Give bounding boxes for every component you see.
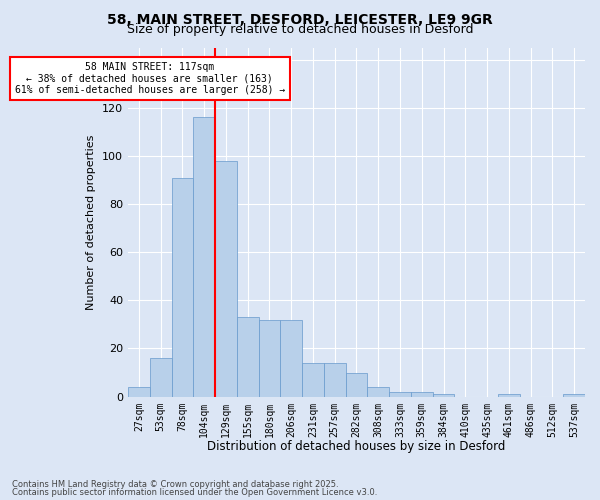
Bar xyxy=(411,392,433,396)
Bar xyxy=(237,317,259,396)
Bar xyxy=(346,372,367,396)
Bar xyxy=(193,118,215,396)
Text: Contains HM Land Registry data © Crown copyright and database right 2025.: Contains HM Land Registry data © Crown c… xyxy=(12,480,338,489)
Bar xyxy=(324,363,346,396)
Bar xyxy=(259,320,280,396)
Bar xyxy=(215,160,237,396)
Bar xyxy=(302,363,324,396)
Text: Size of property relative to detached houses in Desford: Size of property relative to detached ho… xyxy=(127,22,473,36)
Bar xyxy=(563,394,585,396)
Text: Contains public sector information licensed under the Open Government Licence v3: Contains public sector information licen… xyxy=(12,488,377,497)
Bar xyxy=(433,394,454,396)
X-axis label: Distribution of detached houses by size in Desford: Distribution of detached houses by size … xyxy=(208,440,506,452)
Text: 58 MAIN STREET: 117sqm
← 38% of detached houses are smaller (163)
61% of semi-de: 58 MAIN STREET: 117sqm ← 38% of detached… xyxy=(14,62,285,95)
Bar xyxy=(367,387,389,396)
Text: 58, MAIN STREET, DESFORD, LEICESTER, LE9 9GR: 58, MAIN STREET, DESFORD, LEICESTER, LE9… xyxy=(107,12,493,26)
Bar xyxy=(150,358,172,397)
Bar xyxy=(128,387,150,396)
Bar xyxy=(280,320,302,396)
Bar xyxy=(498,394,520,396)
Bar xyxy=(389,392,411,396)
Bar xyxy=(172,178,193,396)
Y-axis label: Number of detached properties: Number of detached properties xyxy=(86,134,97,310)
